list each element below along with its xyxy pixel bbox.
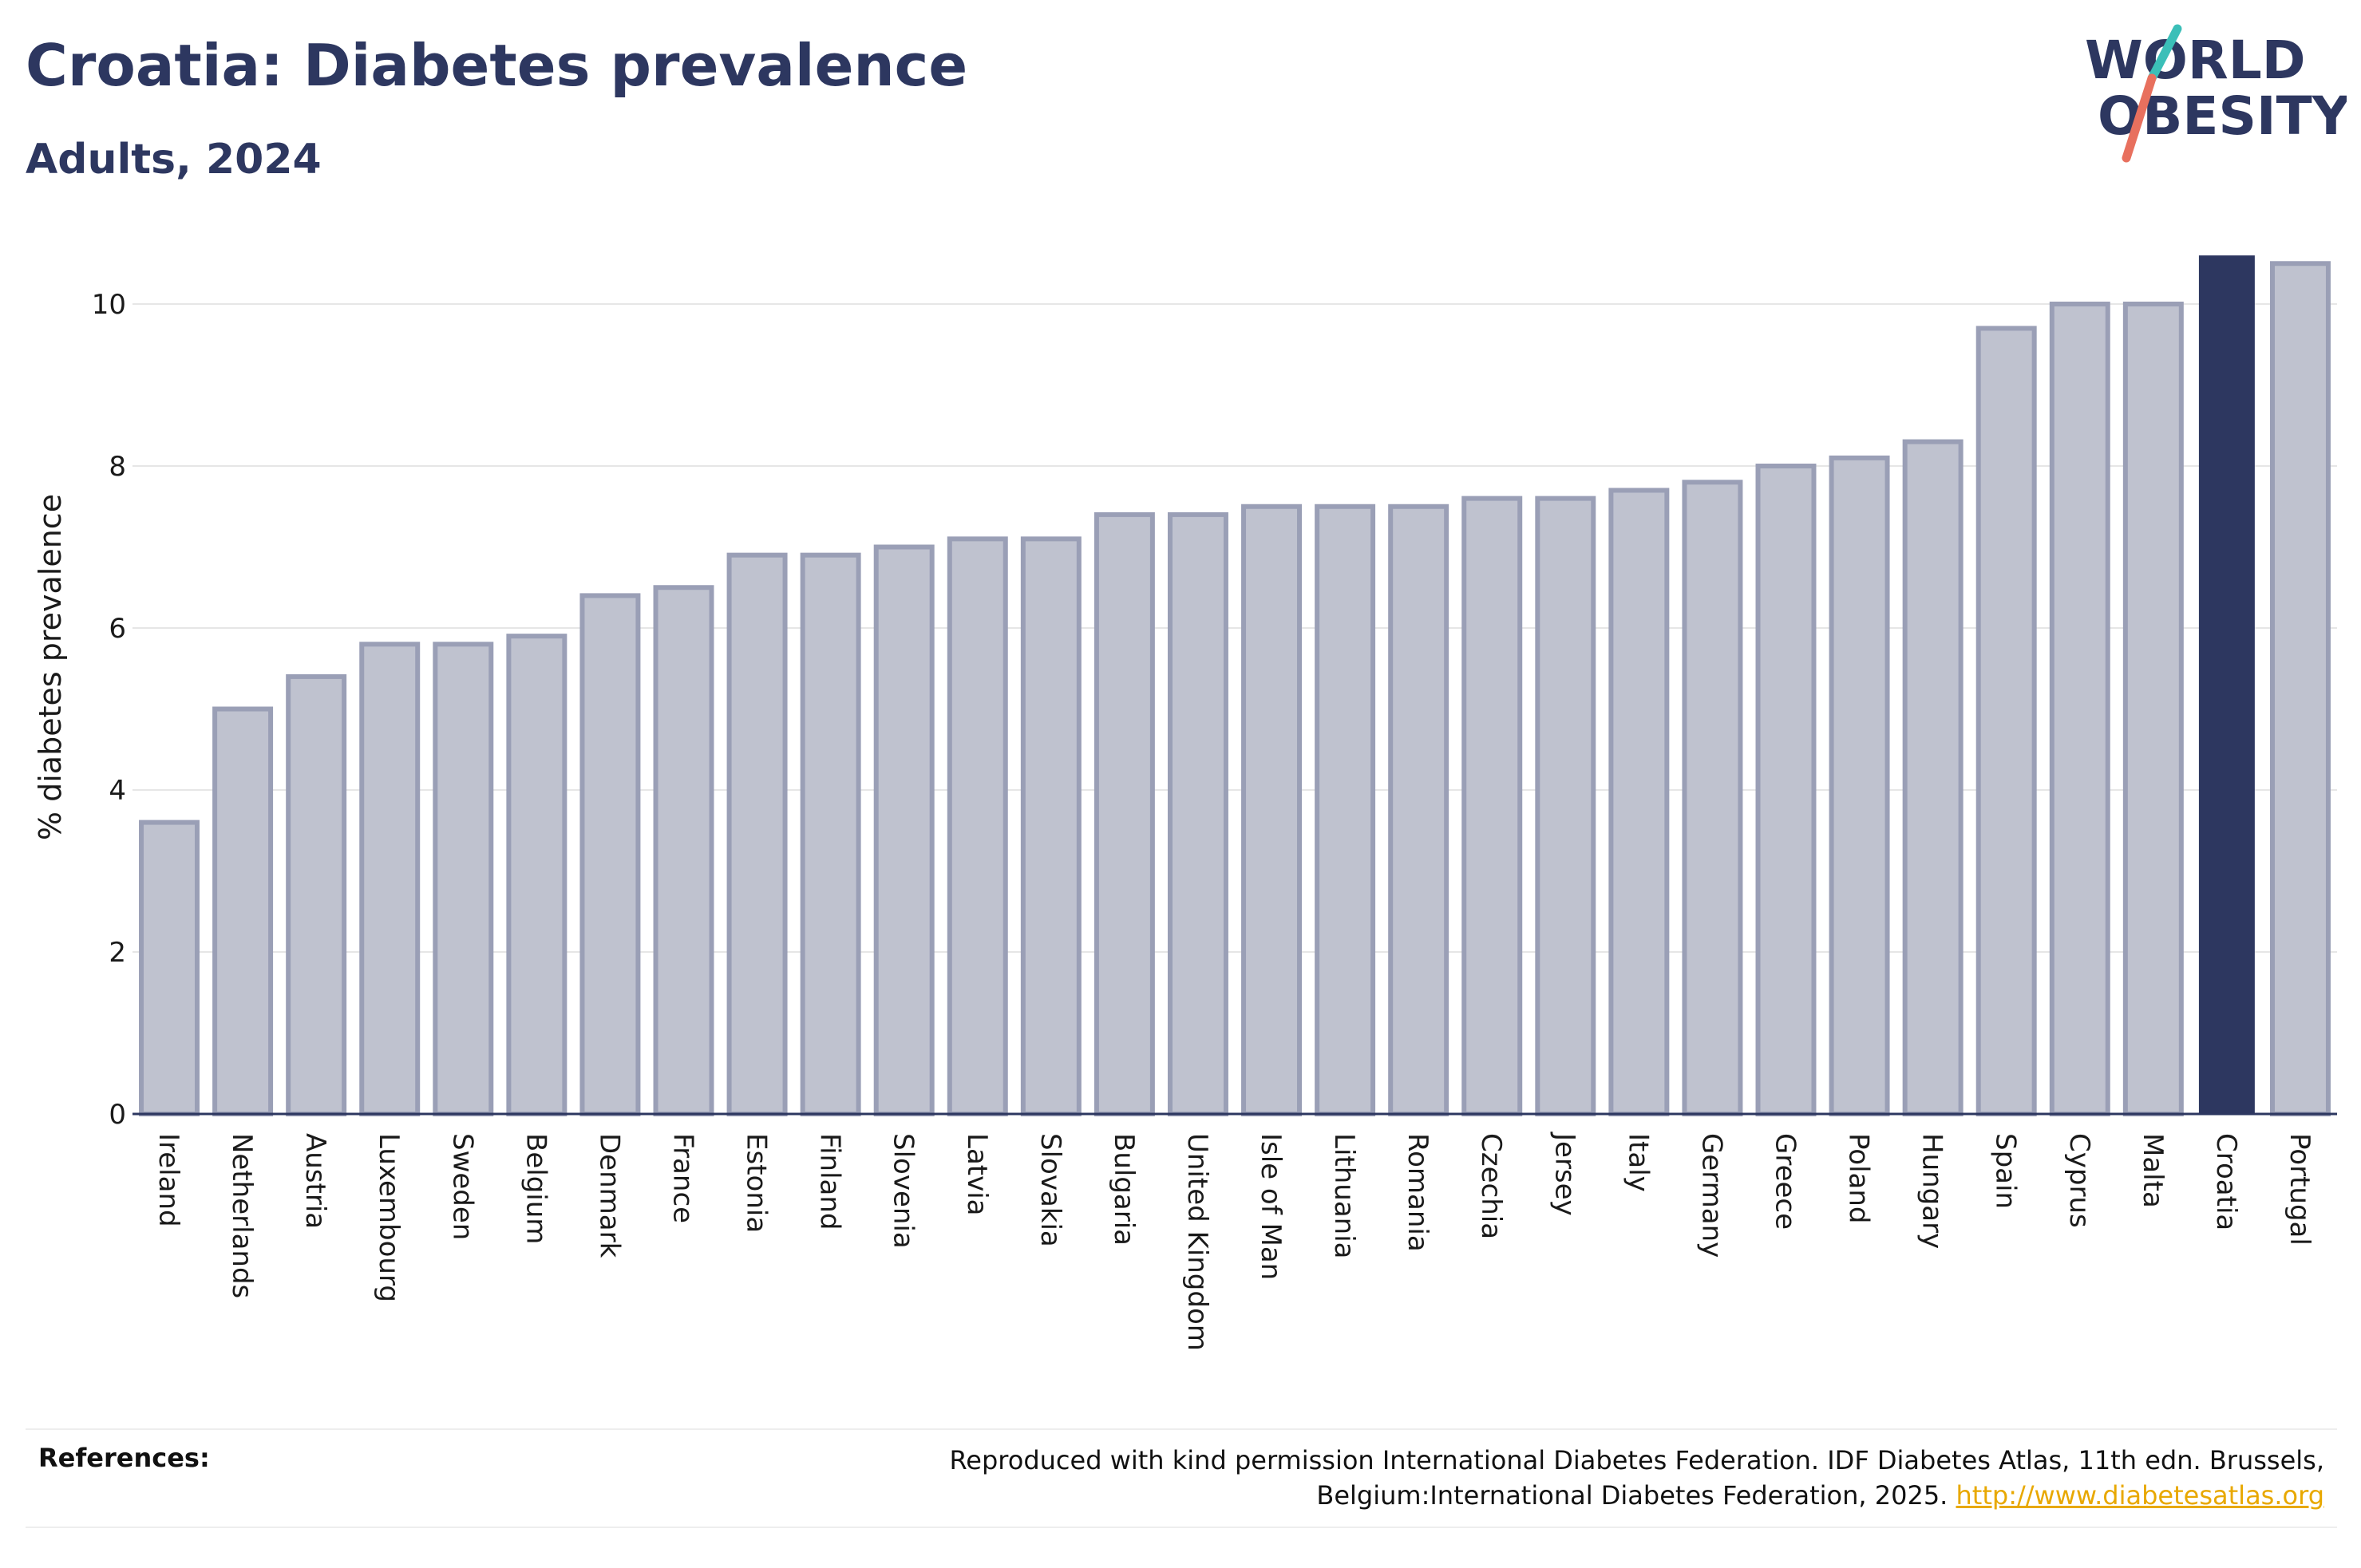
y-tick-label: 8 [109,451,126,483]
gridlines [132,303,2337,953]
bar-malta[interactable] [2122,302,2184,1116]
bar-sweden[interactable] [433,642,494,1116]
references-top-rule [26,1428,2337,1430]
bar-croatia[interactable] [2198,255,2255,1115]
bar-austria[interactable] [286,673,347,1116]
x-tick-label: Latvia [961,1133,993,1216]
y-tick-label: 0 [109,1099,126,1131]
x-tick-label: Belgium [520,1133,552,1244]
bar-jersey[interactable] [1535,496,1596,1116]
x-tick-label: Luxembourg [373,1133,405,1302]
y-tick-label: 4 [109,775,126,807]
x-tick-label: Spain [1990,1133,2022,1209]
bar-denmark[interactable] [579,593,641,1116]
bar-portugal[interactable] [2269,261,2331,1116]
bar-czechia[interactable] [1461,496,1523,1116]
logo-slash-coral [2122,73,2157,163]
x-tick-label: Cyprus [2063,1133,2095,1228]
x-tick-label: Croatia [2210,1133,2242,1230]
bar-germany[interactable] [1682,480,1743,1116]
bar-luxembourg[interactable] [359,642,421,1116]
x-tick-label: Netherlands [226,1133,258,1298]
bar-france[interactable] [653,585,714,1116]
x-tick-label: Greece [1770,1133,1801,1230]
diabetes-atlas-link[interactable]: http://www.diabetesatlas.org [1956,1480,2324,1511]
references-label: References: [38,1443,210,1473]
world-obesity-logo: WORLD OBESITY [2085,24,2347,163]
x-tick-label: Italy [1622,1133,1654,1192]
bar-estonia[interactable] [726,552,788,1116]
references-text: Reproduced with kind permission Internat… [949,1445,2325,1511]
bar-chart: 0 2 4 6 8 10 Ireland Netherlands Austria Luxembou… [33,255,2337,1351]
x-tick-label: Austria [299,1133,331,1229]
x-tick-label: Romania [1402,1133,1434,1252]
bar-slovakia[interactable] [1020,536,1082,1116]
x-tick-label: Slovenia [888,1133,919,1249]
x-tick-label: Lithuania [1328,1133,1360,1258]
x-tick-label: Finland [814,1133,846,1230]
x-tick-label: Germany [1695,1133,1727,1258]
bar-isle-of-man[interactable] [1241,504,1303,1116]
bar-hungary[interactable] [1902,439,1964,1116]
x-tick-label: Czechia [1475,1133,1507,1239]
x-tick-label: Portugal [2284,1133,2316,1246]
bar-greece[interactable] [1755,464,1817,1116]
x-tick-label: Slovakia [1034,1133,1066,1247]
bars [139,255,2331,1116]
bar-belgium[interactable] [506,634,568,1116]
x-tick-label: Isle of Man [1255,1133,1287,1280]
bar-slovenia[interactable] [873,544,935,1116]
y-tick-label: 6 [109,613,126,645]
bar-finland[interactable] [800,552,861,1116]
references-text-block: Reproduced with kind permission Internat… [688,1443,2325,1513]
bar-spain[interactable] [1975,326,2037,1116]
bar-romania[interactable] [1388,504,1449,1116]
x-tick-label: Denmark [593,1133,625,1258]
bar-poland[interactable] [1829,455,1890,1116]
bar-united-kingdom[interactable] [1167,511,1228,1116]
bar-lithuania[interactable] [1315,504,1376,1116]
bar-latvia[interactable] [947,536,1008,1116]
references-bottom-rule [26,1527,2337,1528]
bar-netherlands[interactable] [212,706,274,1116]
x-tick-label: Bulgaria [1108,1133,1140,1246]
bar-ireland[interactable] [139,820,200,1116]
bar-bulgaria[interactable] [1093,511,1155,1116]
y-axis-label: % diabetes prevalence [33,494,68,840]
y-tick-label: 2 [109,937,126,969]
x-tick-label: Malta [2137,1133,2169,1208]
x-tick-label: United Kingdom [1181,1133,1213,1351]
logo-slash-teal [2147,24,2182,83]
bar-italy[interactable] [1608,488,1670,1116]
x-tick-label: Jersey [1548,1132,1580,1216]
page-subtitle: Adults, 2024 [26,136,322,184]
axes: 0 2 4 6 8 10 Ireland Netherlands Austria Luxembou… [92,289,2337,1351]
x-tick-label: Poland [1843,1133,1875,1224]
x-tick-label: Estonia [741,1133,773,1233]
x-tick-label: Ireland [152,1133,184,1227]
y-tick-label: 10 [92,289,126,321]
x-tick-label: France [667,1133,699,1223]
x-tick-label: Hungary [1916,1133,1948,1249]
logo-word-world: WORLD [2085,30,2306,91]
page-title: Croatia: Diabetes prevalence [26,32,968,99]
bar-cyprus[interactable] [2049,302,2110,1116]
x-tick-label: Sweden [446,1133,478,1240]
